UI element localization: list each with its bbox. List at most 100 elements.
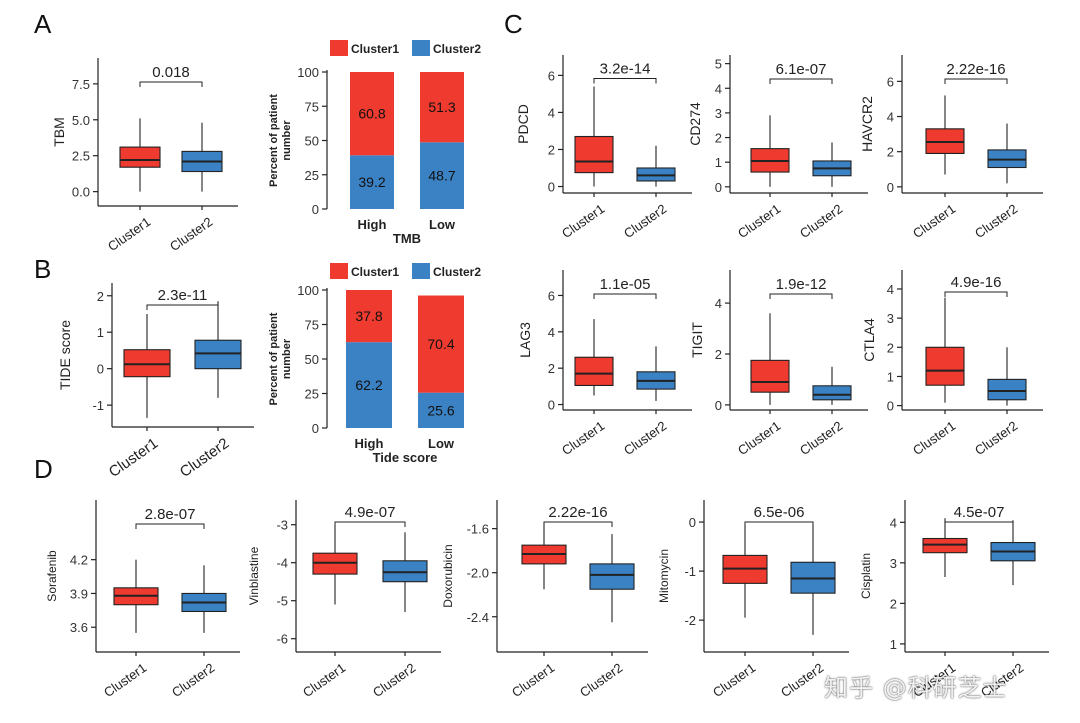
d-vinblastine-y-tick-label: -3 <box>276 518 288 533</box>
d-cisplatin-pvalue: 4.5e-07 <box>954 504 1005 521</box>
a-box-y-tick-label: 2.5 <box>72 149 90 164</box>
a-bar-bar-low-cluster2-label: 48.7 <box>428 168 455 184</box>
d-mitomycin-y-tick-label: -2 <box>684 613 696 628</box>
b-bar-bar-low-cluster2-label: 25.6 <box>427 402 454 418</box>
a-bar-y-tick-label: 0 <box>312 202 319 217</box>
c-tigit-box-cluster2 <box>812 385 852 401</box>
d-doxorubicin-y-tick-label: -2.0 <box>467 566 489 581</box>
d-vinblastine-pvalue: 4.9e-07 <box>345 504 396 521</box>
c-lag3-pvalue: 1.1e-05 <box>600 276 651 293</box>
b-box-y-tick-label: 1 <box>97 325 104 340</box>
b-box-significance-bracket <box>146 304 219 310</box>
d-mitomycin-y-tick-label: 0 <box>689 515 696 530</box>
c-pdcd-pvalue: 3.2e-14 <box>600 60 651 77</box>
c-ctla4-y-tick-label: 4 <box>887 282 894 297</box>
b-box-y-tick-label: 0 <box>97 362 104 377</box>
b-bar-bar-high-cluster2-label: 62.2 <box>355 377 382 393</box>
b-bar-legend-swatch-cluster1 <box>330 263 348 279</box>
d-cisplatin-significance-bracket <box>944 521 1014 527</box>
c-cd274-y-tick-label: 0 <box>715 180 722 195</box>
d-cisplatin-y-tick-label: 2 <box>890 596 897 611</box>
c-cd274-pvalue: 6.1e-07 <box>776 61 827 78</box>
c-tigit-x-label-cluster1: Cluster1 <box>735 418 783 458</box>
d-cisplatin-y-tick-label: 1 <box>890 637 897 652</box>
b-bar-legend-label-cluster1: Cluster1 <box>351 265 399 279</box>
d-doxorubicin-x-label-cluster2: Cluster2 <box>577 660 625 700</box>
d-mitomycin-significance-bracket <box>744 521 814 527</box>
a-bar-y-label-line2: number <box>281 120 293 161</box>
c-tigit-x-label-cluster2: Cluster2 <box>797 418 845 458</box>
c-ctla4-x-label-cluster2: Cluster2 <box>972 418 1020 458</box>
b-bar-bar-low-cluster2 <box>418 392 464 428</box>
b-bar-y-tick-label: 0 <box>312 421 319 436</box>
d-mitomycin-x-label-cluster1: Cluster1 <box>710 660 758 700</box>
b-bar-bar-low-cluster1-label: 70.4 <box>427 336 454 352</box>
c-ctla4-box-cluster2 <box>987 378 1027 401</box>
a-bar-bar-low-cluster2 <box>420 142 464 209</box>
c-lag3-y-tick-label: 4 <box>548 325 555 340</box>
d-doxorubicin-box-cluster2 <box>589 563 635 590</box>
a-bar-bar-low-cluster1-label: 51.3 <box>428 99 455 115</box>
b-bar-y-tick-label: 100 <box>297 283 319 298</box>
a-box-y-tick-label: 7.5 <box>72 77 90 92</box>
b-bar-legend-label-cluster2: Cluster2 <box>433 265 481 279</box>
b-bar-y-label-line2: number <box>281 338 293 379</box>
c-ctla4-significance-bracket <box>944 291 1008 297</box>
b-bar-x-label-high: High <box>355 436 384 451</box>
d-cisplatin-y-label: Cisplatin <box>859 553 873 599</box>
c-pdcd-y-label: PDCD <box>515 104 531 144</box>
panel-label-a: A <box>34 9 52 39</box>
a-bar-bar-low-cluster1 <box>420 72 464 143</box>
b-box-pvalue: 2.3e-11 <box>158 287 208 304</box>
b-bar-bar-high-cluster2 <box>346 342 392 428</box>
d-sorafenib-x-label-cluster2: Cluster2 <box>169 660 217 700</box>
d-mitomycin-pvalue: 6.5e-06 <box>754 504 805 521</box>
a-box-significance-bracket <box>139 81 203 87</box>
c-cd274-significance-bracket <box>769 78 833 84</box>
a-bar-y-tick-label: 75 <box>305 99 319 114</box>
d-sorafenib-y-label: Sorafenib <box>45 550 59 602</box>
d-vinblastine-significance-bracket <box>334 521 406 527</box>
c-cd274-x-label-cluster1: Cluster1 <box>735 201 783 241</box>
c-cd274-y-label: CD274 <box>687 102 703 146</box>
c-pdcd-y-tick-label: 0 <box>548 180 555 195</box>
a-box-x-label-cluster1: Cluster1 <box>105 214 153 254</box>
b-box-y-label: TIDE score <box>57 320 73 390</box>
b-box-box-cluster1 <box>123 349 171 378</box>
b-bar-x-label-low: Low <box>428 436 455 451</box>
d-sorafenib-significance-bracket <box>135 523 205 529</box>
a-box-y-tick-label: 5.0 <box>72 113 90 128</box>
a-box-x-label-cluster2: Cluster2 <box>167 214 215 254</box>
d-doxorubicin-pvalue: 2.22e-16 <box>548 504 607 521</box>
a-bar-legend-label-cluster1: Cluster1 <box>351 42 399 56</box>
c-cd274-y-tick-label: 5 <box>715 57 722 72</box>
c-lag3-y-tick-label: 6 <box>548 288 555 303</box>
b-box-x-label-cluster1: Cluster1 <box>106 435 162 481</box>
a-bar-y-label: Percent of patient <box>268 94 280 187</box>
c-havcr2-significance-bracket <box>944 78 1008 84</box>
c-havcr2-y-tick-label: 0 <box>887 180 894 195</box>
panel-label-c: C <box>504 9 523 39</box>
d-doxorubicin-y-tick-label: -1.6 <box>467 522 489 537</box>
c-pdcd-significance-bracket <box>593 77 657 84</box>
c-tigit-significance-bracket <box>769 293 833 299</box>
c-havcr2-x-label-cluster2: Cluster2 <box>972 201 1020 241</box>
d-vinblastine-x-label-cluster1: Cluster1 <box>300 660 348 700</box>
d-sorafenib-x-label-cluster1: Cluster1 <box>101 660 149 700</box>
c-cd274-y-tick-label: 3 <box>715 106 722 121</box>
d-cisplatin-y-tick-label: 4 <box>890 515 897 530</box>
c-tigit-y-tick-label: 0 <box>715 398 722 413</box>
d-sorafenib-y-tick-label: 3.6 <box>70 620 88 635</box>
a-bar-x-title: TMB <box>393 231 421 246</box>
d-cisplatin-y-tick-label: 3 <box>890 556 897 571</box>
a-bar-bar-high-cluster1 <box>350 72 394 156</box>
c-pdcd-box-cluster1 <box>574 135 614 174</box>
c-lag3-x-label-cluster2: Cluster2 <box>621 418 669 458</box>
a-bar-bar-high-cluster1-label: 60.8 <box>358 106 385 122</box>
d-mitomycin-x-label-cluster2: Cluster2 <box>778 660 826 700</box>
c-ctla4-pvalue: 4.9e-16 <box>951 274 1002 291</box>
d-sorafenib-y-tick-label: 4.2 <box>70 553 88 568</box>
c-ctla4-y-tick-label: 3 <box>887 311 894 326</box>
a-bar-y-tick-label: 50 <box>305 134 319 149</box>
c-havcr2-y-tick-label: 4 <box>887 110 894 125</box>
